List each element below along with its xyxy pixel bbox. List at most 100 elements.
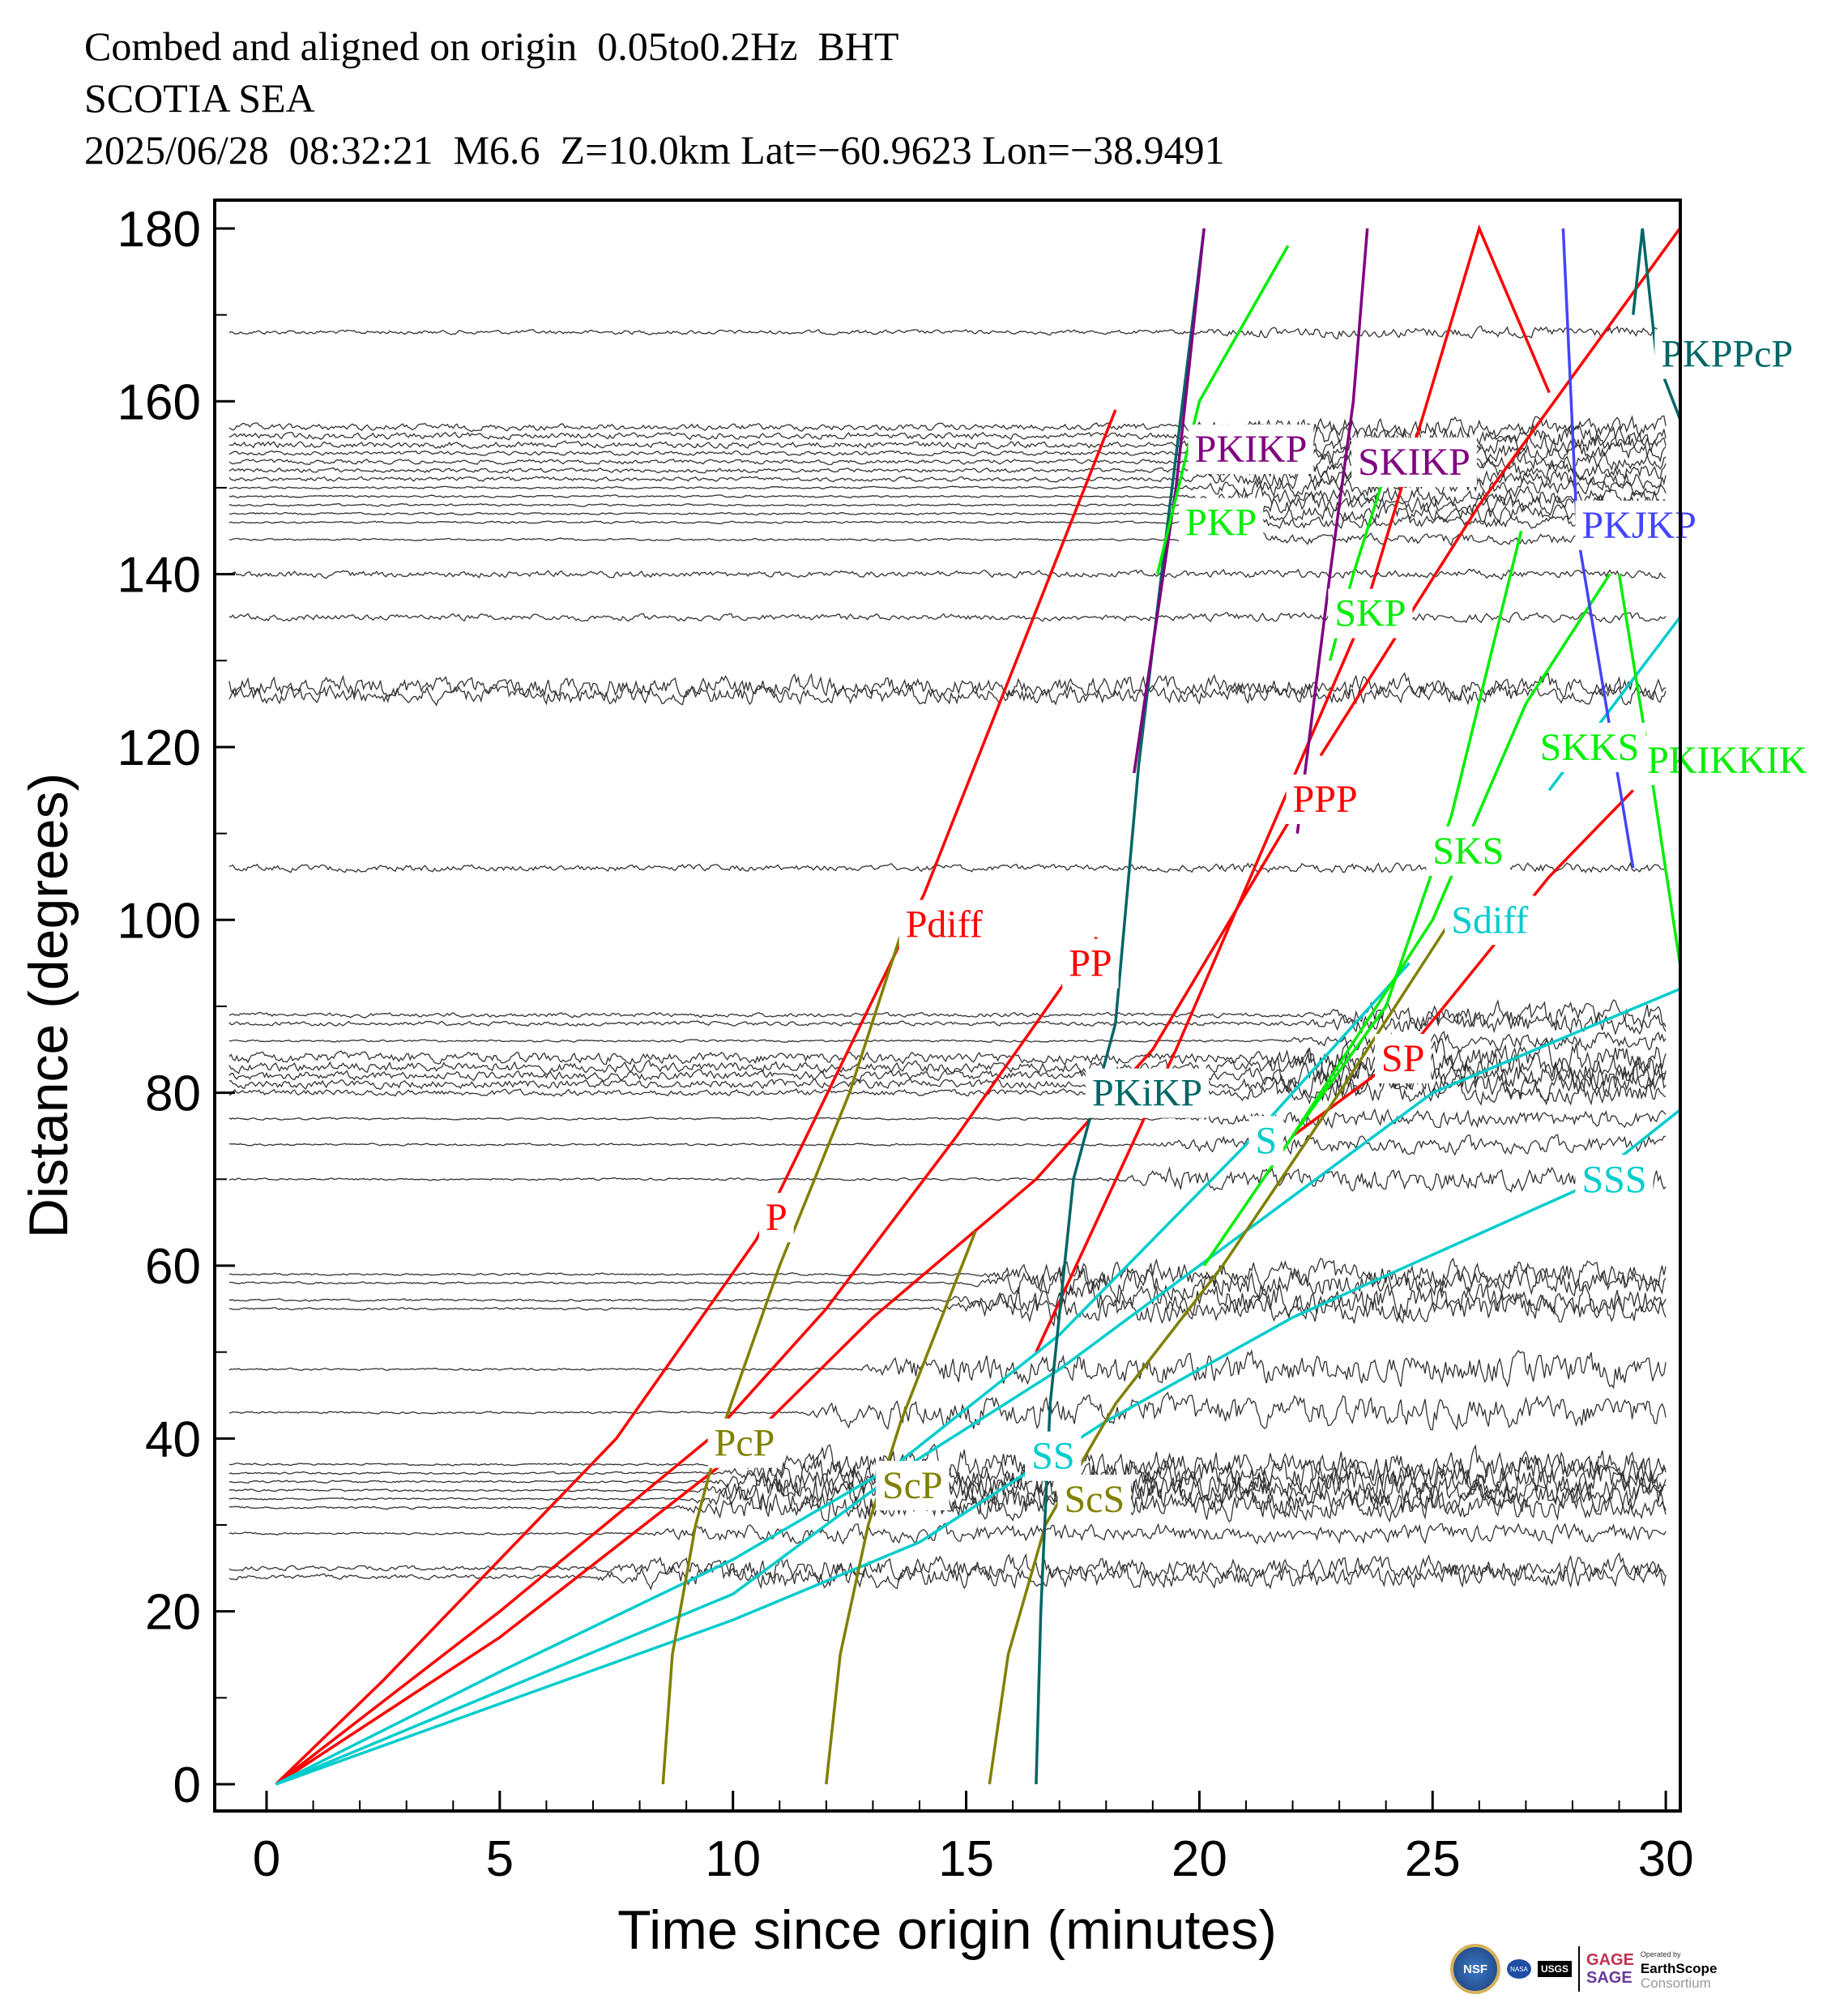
phase-label-text: PKPPcP: [1661, 333, 1793, 376]
phase-curve-PPP: [275, 806, 1299, 1786]
phase-label-PKJKP: PKJKP: [1575, 500, 1703, 550]
y-tick-label: 120: [117, 720, 201, 776]
label-background: [1328, 588, 1413, 638]
phase-label-PPP: PPP: [1286, 774, 1364, 824]
phase-label-text: SSS: [1581, 1158, 1646, 1201]
phase-curve-PKP: [1155, 245, 1290, 575]
phase-label-Pdiff: Pdiff: [898, 899, 989, 950]
phase-curve-PP: [275, 936, 1099, 1786]
label-background: [1351, 437, 1477, 487]
label-background: [1426, 826, 1511, 876]
label-background: [1248, 1116, 1284, 1166]
phase-label-text: PKIKKIK: [1647, 739, 1807, 782]
phase-label-SP: SP: [1374, 1033, 1432, 1083]
phase-label-Sdiff: Sdiff: [1445, 895, 1535, 946]
logo-divider: [1578, 1946, 1581, 1992]
label-background: [1286, 774, 1364, 824]
seismogram-trace-58: [228, 1266, 1667, 1302]
seismogram-trace-74: [228, 1134, 1667, 1156]
x-axis-label: Time since origin (minutes): [617, 1899, 1277, 1961]
consortium-text: Consortium: [1640, 1975, 1711, 1991]
label-background: [898, 899, 989, 950]
phase-label-PcP: PcP: [707, 1418, 782, 1468]
phase-label-text: PKIKP: [1195, 428, 1308, 471]
operated-by-text: Operated by: [1640, 1950, 1681, 1958]
usgs-logo: USGS: [1538, 1961, 1573, 1977]
label-background: [875, 1460, 950, 1510]
sponsor-logos: NSF NASA USGS GAGE SAGE Operated by Eart…: [1450, 1944, 1717, 1994]
phase-label-text: Sdiff: [1451, 899, 1528, 942]
x-tick-label: 30: [1638, 1831, 1694, 1887]
label-background: [1188, 424, 1314, 474]
phase-curve-S: [275, 962, 1411, 1786]
phase-label-text: PcP: [715, 1422, 775, 1465]
seismogram-trace-25: [228, 1552, 1667, 1582]
gage-text: GAGE: [1586, 1951, 1634, 1969]
gage-sage-logo: GAGE SAGE: [1586, 1951, 1634, 1987]
y-tick-label: 100: [117, 893, 201, 949]
phase-label-text: SKS: [1432, 830, 1504, 873]
x-tick-label: 5: [486, 1831, 514, 1887]
seismogram-trace-148: [228, 492, 1667, 518]
phase-curve-PKIKP: [1133, 228, 1206, 774]
phase-curve-SSS: [275, 1108, 1681, 1786]
seismogram-trace-144: [228, 532, 1667, 547]
seismogram-trace-127: [228, 672, 1667, 702]
phase-label-SKIKP: SKIKP: [1351, 437, 1477, 487]
phase-label-text: SKP: [1334, 592, 1406, 635]
phase-label-PKP: PKP: [1179, 498, 1264, 548]
label-background: [1179, 498, 1264, 548]
seismogram-trace-146: [228, 514, 1667, 530]
label-background: [758, 1193, 794, 1243]
phase-label-ScP: ScP: [875, 1460, 950, 1510]
phase-label-text: PP: [1069, 942, 1112, 985]
y-tick-label: 140: [117, 548, 201, 604]
seismogram-trace-86: [228, 1030, 1667, 1053]
phase-label-text: Pdiff: [906, 903, 983, 946]
label-background: [707, 1418, 782, 1468]
seismogram-trace-126: [228, 683, 1667, 707]
phase-label-SKS: SKS: [1426, 826, 1511, 876]
nasa-logo: NASA: [1507, 1959, 1531, 1979]
phase-curve-SKKS: [1291, 573, 1611, 1137]
label-background: [1575, 1155, 1654, 1205]
phase-label-SS: SS: [1025, 1431, 1082, 1481]
seismogram-trace-77: [228, 1108, 1667, 1130]
seismogram-trace-149: [228, 485, 1667, 509]
seismogram-trace-70: [228, 1164, 1667, 1193]
phase-curve-PKPPKP: [1319, 227, 1681, 757]
phase-label-text: PPP: [1293, 778, 1358, 821]
earthscope-logo: Operated by EarthScope Consortium: [1641, 1947, 1717, 1991]
event-info: 2025/06/28 08:32:21 M6.6 Z=10.0km Lat=−6…: [84, 127, 1225, 173]
y-tick-label: 20: [145, 1585, 201, 1641]
axes: 0 5 10 15 20 25 30 0 20 40 60 80 100 120 140 160 180: [117, 202, 1694, 1887]
label-background: [1374, 1033, 1432, 1083]
seismogram-trace-24: [228, 1562, 1667, 1591]
phase-label-S: S: [1248, 1116, 1284, 1166]
y-tick-label: 80: [145, 1066, 201, 1122]
y-tick-label: 60: [145, 1239, 201, 1295]
label-background: [1057, 1474, 1132, 1524]
earthscope-text: EarthScope: [1640, 1961, 1718, 1976]
phase-label-SSS: SSS: [1575, 1155, 1654, 1205]
seismogram-trace-89: [228, 998, 1667, 1032]
label-background: [1533, 722, 1646, 772]
phase-label-text: ScS: [1064, 1478, 1125, 1521]
y-tick-label: 180: [117, 202, 201, 258]
seismogram-trace-48: [228, 1349, 1667, 1390]
seismogram-trace-32: [228, 1489, 1667, 1523]
label-background: [1062, 938, 1119, 989]
y-tick-label: 40: [145, 1411, 201, 1467]
chart-title: Combed and aligned on origin 0.05to0.2Hz…: [84, 23, 899, 69]
phase-label-PKPPcP: PKPPcP: [1654, 329, 1800, 379]
seismogram-trace-147: [228, 502, 1667, 525]
y-axis-label: Distance (degrees): [18, 773, 79, 1238]
phase-label-SKP: SKP: [1328, 588, 1413, 638]
x-tick-label: 15: [938, 1831, 994, 1887]
y-tick-label: 0: [173, 1757, 201, 1813]
seismogram-trace-135: [228, 611, 1667, 624]
label-background: [1085, 1068, 1210, 1118]
phase-curve-PKPPcP: [1632, 228, 1682, 420]
